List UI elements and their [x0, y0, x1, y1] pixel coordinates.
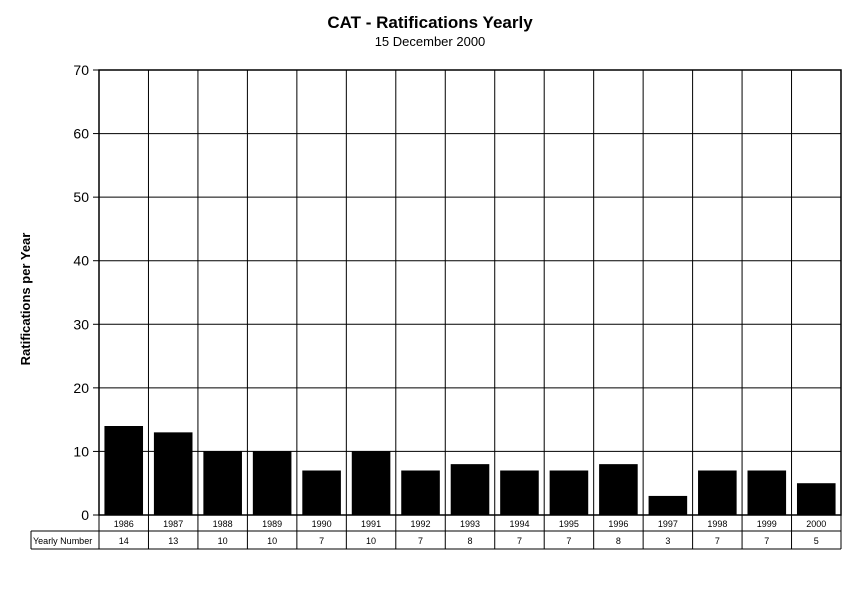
table-cell-value: 7	[418, 536, 423, 546]
x-tick-label: 1986	[114, 519, 134, 529]
y-tick-label: 40	[73, 253, 89, 269]
x-tick-label: 1999	[757, 519, 777, 529]
bar-1988	[203, 451, 242, 515]
table-cell-value: 7	[319, 536, 324, 546]
chart-subtitle: 15 December 2000	[375, 34, 486, 49]
x-tick-label: 1998	[707, 519, 727, 529]
table-cell-value: 10	[218, 536, 228, 546]
x-tick-label: 1997	[658, 519, 678, 529]
chart-title: CAT - Ratifications Yearly	[327, 13, 533, 32]
bar-1989	[252, 451, 292, 515]
bar-1996	[599, 464, 638, 515]
x-tick-label: 1994	[509, 519, 529, 529]
y-tick-label: 70	[73, 62, 89, 78]
x-tick-label: 1988	[213, 519, 233, 529]
bar-1992	[401, 470, 440, 515]
table-cell-value: 8	[616, 536, 621, 546]
bar-1986	[104, 426, 144, 515]
table-cell-value: 3	[665, 536, 670, 546]
bars	[104, 426, 836, 515]
plot-area-frame	[98, 69, 842, 516]
bar-1991	[351, 451, 391, 515]
bar-1993	[450, 464, 490, 515]
bar-1990	[302, 470, 341, 515]
bar-1997	[648, 495, 688, 515]
x-tick-label: 1991	[361, 519, 381, 529]
table-cell-value: 13	[168, 536, 178, 546]
x-tick-label: 1990	[312, 519, 332, 529]
y-tick-label: 20	[73, 380, 89, 396]
x-tick-label: 1993	[460, 519, 480, 529]
x-tick-label: 1992	[411, 519, 431, 529]
x-tick-label: 1987	[163, 519, 183, 529]
data-table: Yearly Number 1986 14 1987 13 1988 10 1989 10 199…	[30, 515, 842, 550]
x-tick-label: 1989	[262, 519, 282, 529]
table-cell-value: 8	[467, 536, 472, 546]
y-tick-label: 60	[73, 126, 89, 142]
table-cell-value: 14	[119, 536, 129, 546]
bar-1995	[549, 470, 589, 515]
x-tick-label: 1995	[559, 519, 579, 529]
y-tick-labels: 0 10 20 30 40 50 60 70	[73, 62, 89, 523]
table-cell-value: 10	[366, 536, 376, 546]
table-cell-value: 7	[764, 536, 769, 546]
bar-1998	[698, 470, 737, 515]
x-tick-label: 2000	[806, 519, 826, 529]
table-cell-value: 7	[517, 536, 522, 546]
table-cell-value: 10	[267, 536, 277, 546]
bar-1987	[153, 432, 193, 515]
x-tick-label: 1996	[608, 519, 628, 529]
bar-1999	[747, 470, 787, 515]
table-cell-value: 7	[566, 536, 571, 546]
y-tick-label: 0	[81, 507, 89, 523]
bar-2000	[796, 483, 836, 515]
gridlines	[93, 69, 841, 516]
table-cell-value: 5	[814, 536, 819, 546]
y-tick-label: 30	[73, 316, 89, 332]
table-cell-value: 7	[715, 536, 720, 546]
y-axis-label: Ratifications per Year	[18, 233, 33, 366]
y-tick-label: 10	[73, 443, 89, 459]
y-tick-label: 50	[73, 189, 89, 205]
table-row-label: Yearly Number	[33, 536, 92, 546]
bar-1994	[500, 470, 539, 515]
